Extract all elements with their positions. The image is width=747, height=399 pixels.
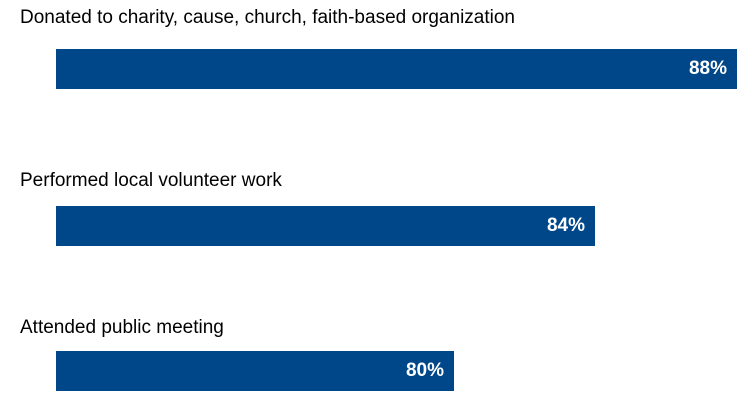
category-label: Attended public meeting	[20, 317, 224, 338]
category-label: Performed local volunteer work	[20, 170, 282, 191]
data-label: 84%	[546, 215, 585, 236]
bar: 88%	[56, 49, 737, 89]
bar: 80%	[56, 351, 454, 391]
category-label: Donated to charity, cause, church, faith…	[20, 7, 515, 28]
bar: 84%	[56, 206, 595, 246]
data-label: 88%	[688, 58, 727, 79]
data-label: 80%	[405, 360, 444, 381]
